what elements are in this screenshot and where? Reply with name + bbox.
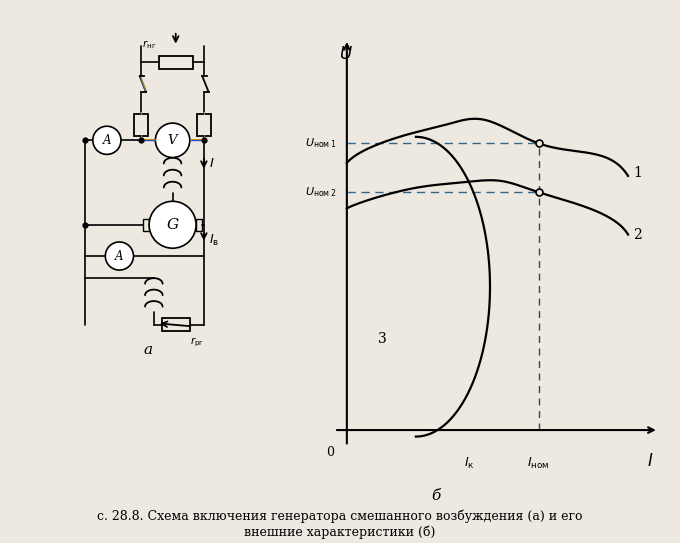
Bar bbox=[197, 113, 211, 136]
Bar bbox=[162, 318, 190, 331]
Text: $I_{\rm ном}$: $I_{\rm ном}$ bbox=[527, 456, 550, 471]
Text: $r_{\rm рг}$: $r_{\rm рг}$ bbox=[190, 336, 204, 349]
Bar bbox=[196, 219, 203, 231]
Circle shape bbox=[92, 126, 121, 154]
Text: с. 28.8. Схема включения генератора смешанного возбуждения (а) и его
внешние хар: с. 28.8. Схема включения генератора смеш… bbox=[97, 509, 583, 539]
Text: 3: 3 bbox=[377, 332, 386, 346]
Text: 0: 0 bbox=[326, 446, 334, 459]
Text: $U_{\rm ном\,2}$: $U_{\rm ном\,2}$ bbox=[305, 185, 337, 199]
Text: а: а bbox=[143, 343, 152, 357]
Bar bbox=[143, 219, 149, 231]
Circle shape bbox=[105, 242, 133, 270]
Text: $I_{\rm к}$: $I_{\rm к}$ bbox=[464, 456, 475, 471]
Text: $I_{\rm в}$: $I_{\rm в}$ bbox=[209, 233, 219, 248]
Text: $U$: $U$ bbox=[339, 46, 353, 62]
Text: 1: 1 bbox=[633, 166, 642, 180]
Text: V: V bbox=[168, 134, 177, 147]
Text: G: G bbox=[167, 218, 179, 232]
Text: A: A bbox=[115, 250, 124, 262]
Bar bbox=[158, 55, 193, 68]
Text: A: A bbox=[103, 134, 111, 147]
Text: б: б bbox=[432, 489, 441, 503]
Text: $r_{\rm нг}$: $r_{\rm нг}$ bbox=[143, 39, 157, 51]
Text: $U_{\rm ном\,1}$: $U_{\rm ном\,1}$ bbox=[305, 136, 337, 150]
Text: $I$: $I$ bbox=[209, 157, 214, 171]
Circle shape bbox=[149, 201, 196, 248]
Circle shape bbox=[155, 123, 190, 157]
Bar bbox=[134, 113, 148, 136]
Text: $I$: $I$ bbox=[647, 453, 653, 470]
Text: 2: 2 bbox=[633, 228, 642, 242]
